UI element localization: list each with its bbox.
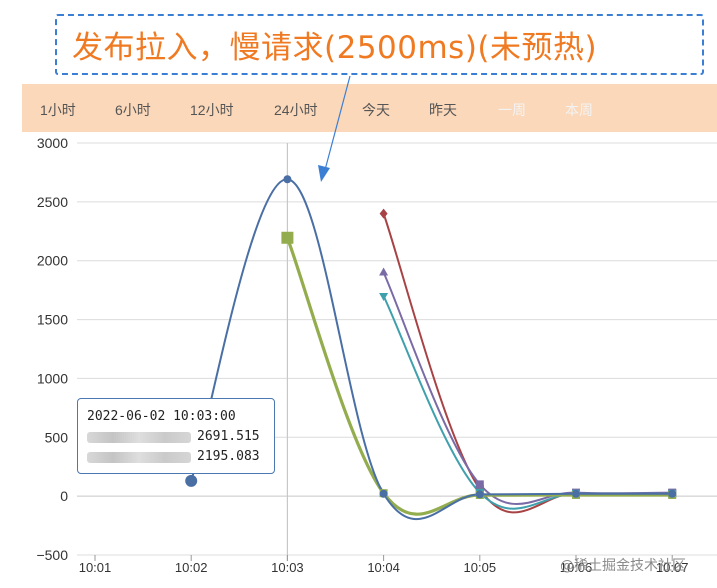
data-point — [379, 208, 388, 219]
range-tab-1h[interactable]: 1小时 — [40, 102, 76, 118]
x-tick-label: 10:06 — [560, 560, 593, 575]
x-tick-label: 10:05 — [464, 560, 497, 575]
range-tab-24h[interactable]: 24小时 — [274, 102, 318, 118]
redacted-label — [87, 451, 191, 463]
annotation-arrowhead — [318, 165, 330, 182]
y-tick-label: 1000 — [37, 370, 68, 386]
grid-lines — [77, 142, 717, 561]
data-point — [185, 474, 198, 487]
callout-box — [55, 14, 704, 75]
redacted-label — [87, 431, 191, 443]
y-tick-label: 0 — [60, 488, 68, 504]
range-tab-6h[interactable]: 6小时 — [115, 102, 151, 118]
data-point — [379, 267, 389, 276]
y-tick-label: 500 — [45, 429, 69, 445]
y-tick-label: 2500 — [37, 194, 68, 210]
series-line — [382, 295, 673, 510]
annotation-line — [324, 75, 351, 171]
tooltip-row: 2691.515 — [87, 427, 274, 447]
series-line — [382, 213, 673, 514]
y-tick-label: 1500 — [37, 312, 68, 328]
tooltip-value: 2195.083 — [197, 449, 260, 464]
callout-text: 发布拉入，慢请求(2500ms)(未预热) — [72, 30, 598, 66]
range-tab-12h[interactable]: 12小时 — [190, 102, 234, 118]
range-tab-yesterday[interactable]: 昨天 — [429, 102, 457, 118]
range-tab-week[interactable]: 一周 — [498, 102, 526, 118]
y-axis-ticks: −500 0 500 1000 1500 2000 2500 3000 — [36, 135, 68, 563]
y-tick-label: 2000 — [37, 253, 68, 269]
data-point — [475, 490, 484, 499]
data-point — [475, 480, 484, 489]
tooltip-row: 2195.083 — [87, 447, 274, 467]
data-point — [283, 175, 292, 184]
y-tick-label: 3000 — [37, 135, 68, 151]
x-tick-label: 10:03 — [271, 560, 304, 575]
series-line — [285, 237, 673, 516]
range-tab-this-week[interactable]: 本周 — [565, 102, 593, 118]
chart-tooltip: 2022-06-02 10:03:00 2691.515 2195.083 — [77, 398, 275, 474]
tooltip-value: 2691.515 — [197, 429, 260, 444]
series-markers — [185, 175, 677, 499]
x-axis-ticks: 10:01 10:02 10:03 10:04 10:05 10:06 10:07 — [79, 555, 689, 575]
watermark: @稀土掘金技术社区 — [560, 558, 686, 574]
series-lines — [190, 178, 673, 521]
series-line — [382, 272, 673, 505]
annotation-arrow — [318, 75, 351, 182]
time-range-bar: 1小时 6小时 12小时 24小时 今天 昨天 一周 本周 — [22, 84, 717, 132]
data-point — [668, 489, 677, 498]
data-point — [379, 489, 388, 498]
data-point — [572, 489, 580, 498]
range-tab-today[interactable]: 今天 — [362, 102, 390, 118]
series-line — [190, 178, 673, 521]
x-tick-label: 10:01 — [79, 560, 112, 575]
tooltip-time: 2022-06-02 10:03:00 — [87, 409, 236, 424]
data-point — [281, 231, 294, 244]
x-tick-label: 10:04 — [367, 560, 400, 575]
x-tick-label: 10:02 — [175, 560, 208, 575]
y-tick-label: −500 — [36, 547, 68, 563]
x-tick-label: 10:07 — [656, 560, 689, 575]
data-point — [379, 293, 389, 302]
